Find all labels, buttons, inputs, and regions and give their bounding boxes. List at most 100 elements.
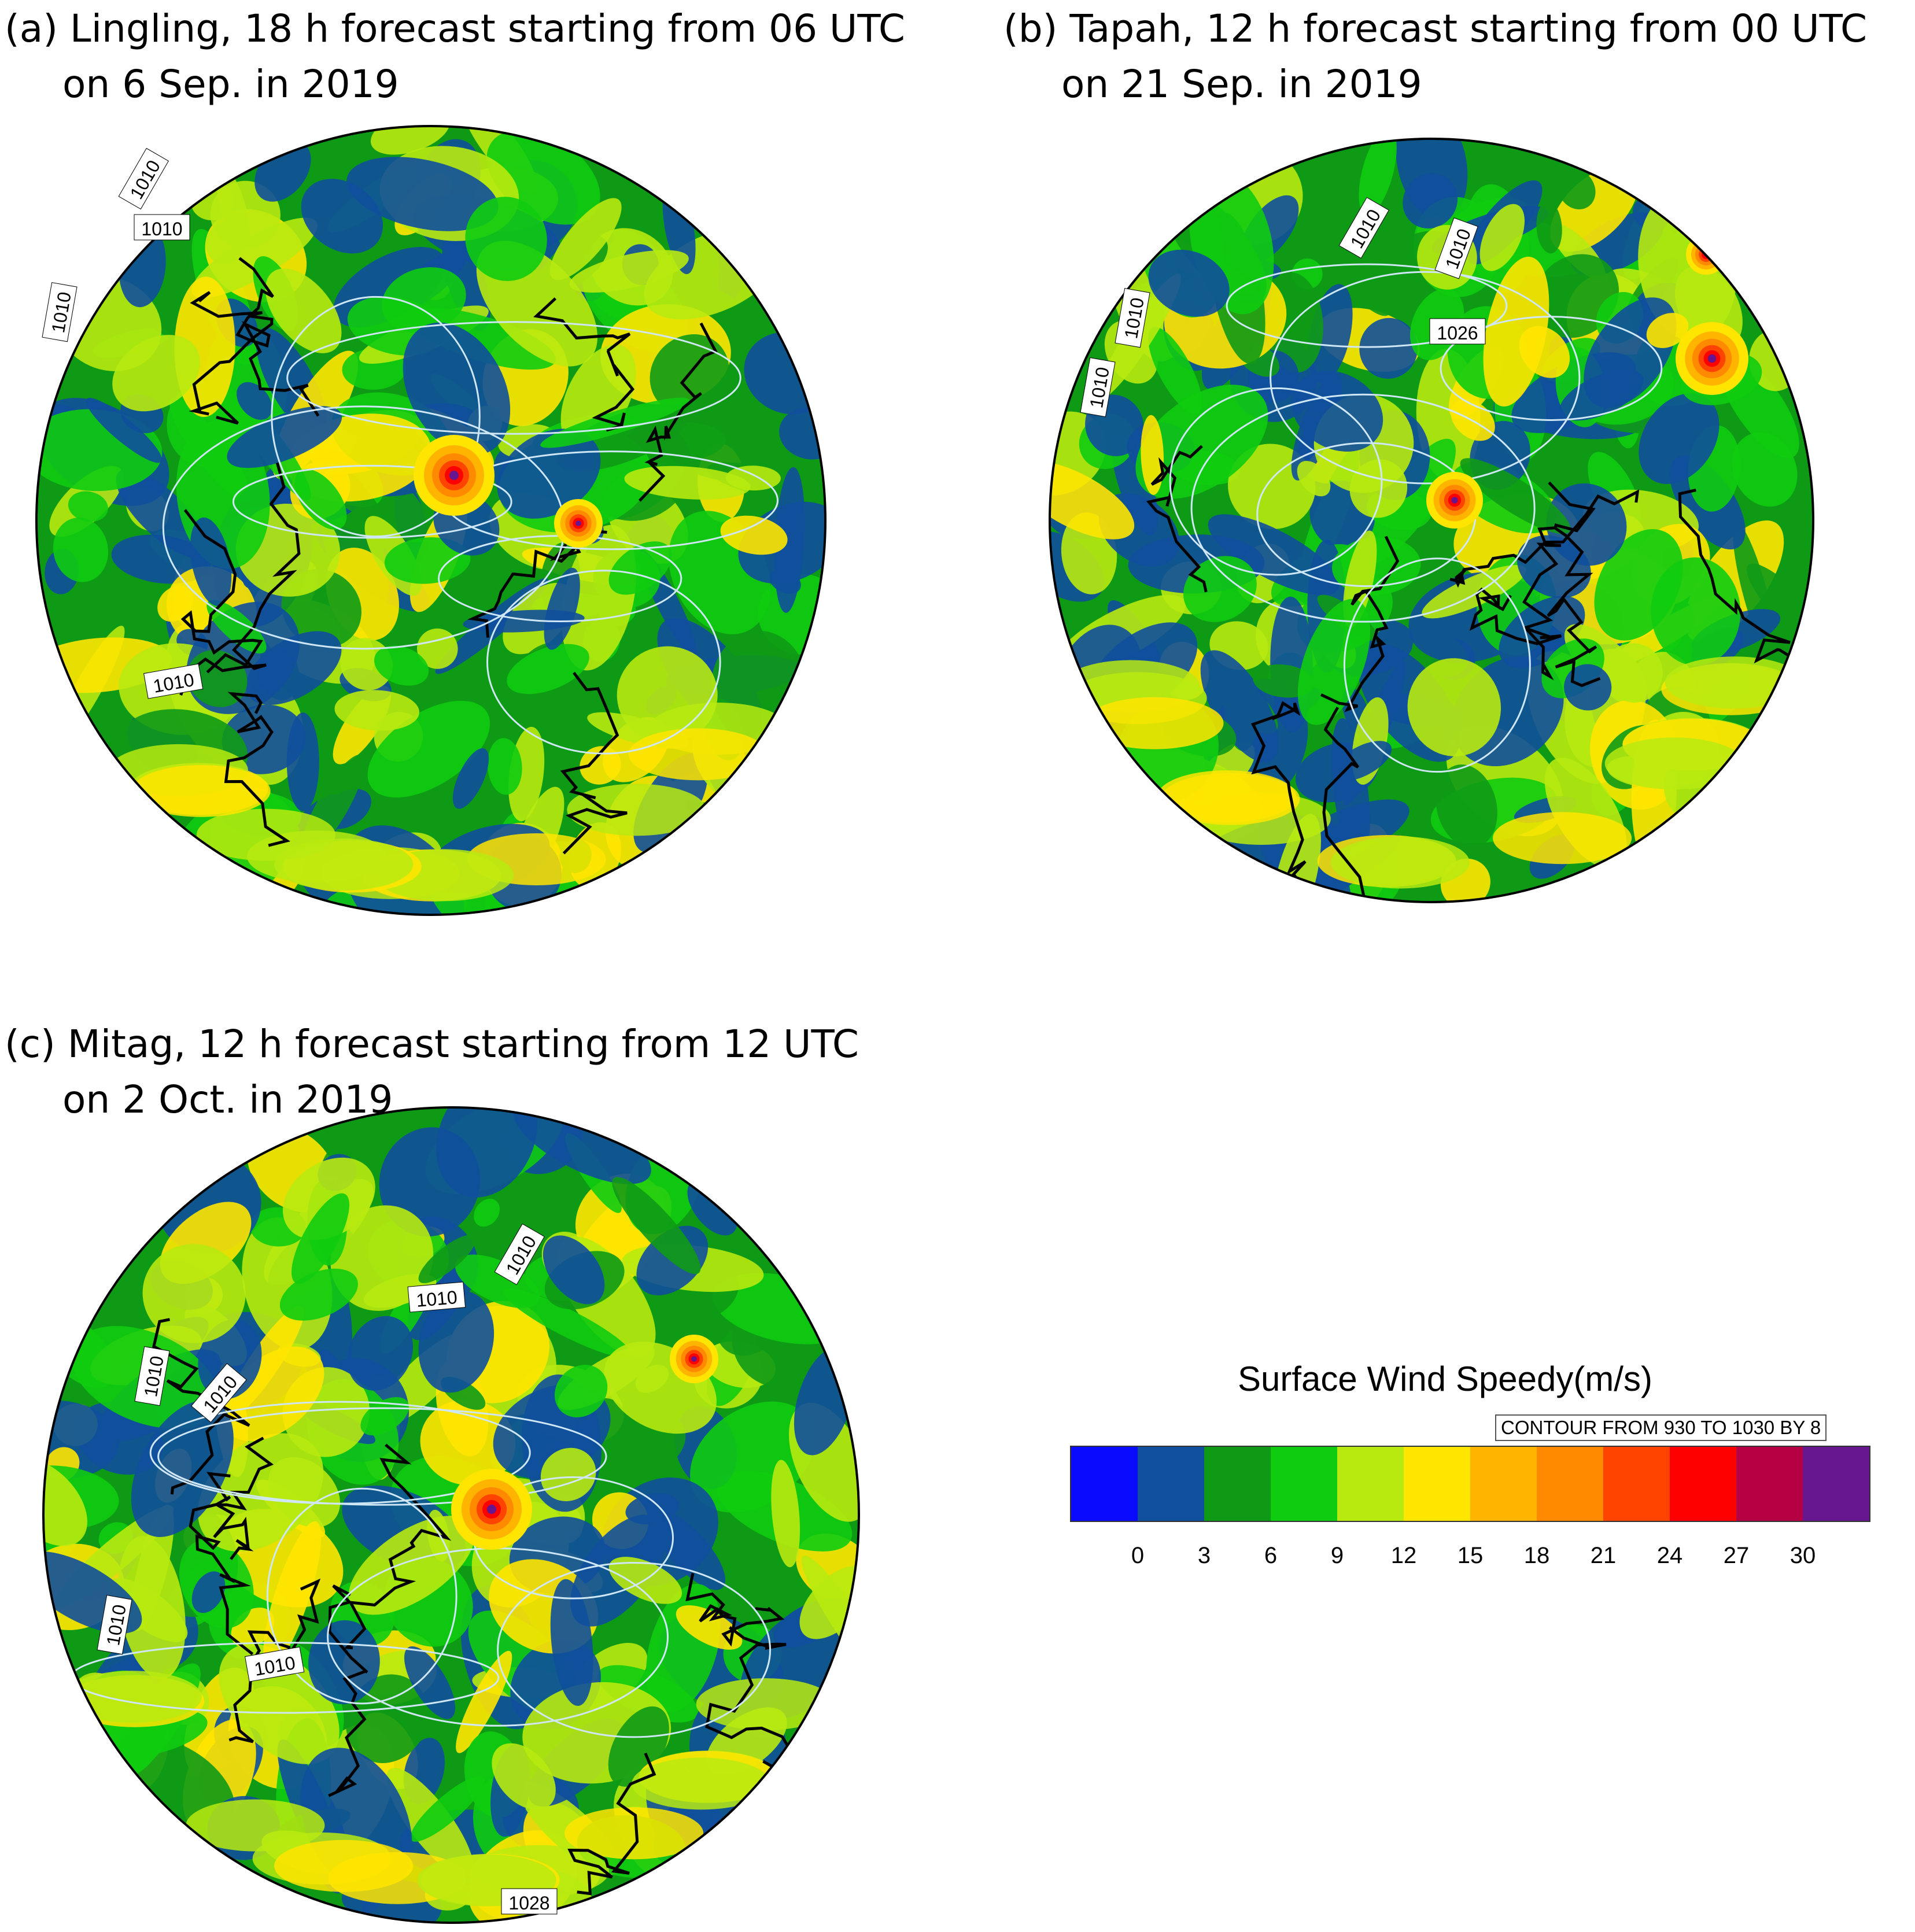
- coastline: [1320, 535, 1400, 712]
- panel-b-title-line1: (b) Tapah, 12 h forecast starting from 0…: [1003, 6, 1868, 51]
- wind-speed-patch: [1141, 415, 1164, 495]
- wind-speed-patch: [779, 408, 825, 460]
- wind-speed-patch: [1050, 461, 1135, 540]
- colorbar-tick-label: 3: [1197, 1543, 1211, 1568]
- coastline: [1522, 481, 1596, 681]
- coastline: [189, 291, 274, 425]
- colorbar-cell: [1071, 1447, 1138, 1521]
- coastline: [328, 1584, 368, 1797]
- coastline: [189, 1472, 254, 1656]
- wind-speed-patch: [53, 518, 109, 582]
- coastline: [1322, 707, 1370, 902]
- panel-b-title-line2: on 21 Sep. in 2019: [1061, 62, 1422, 106]
- colorbar-cell: [1337, 1447, 1404, 1521]
- wind-speed-patch: [116, 468, 208, 559]
- wind-speed-patch: [112, 335, 200, 412]
- wind-speed-patch: [1665, 656, 1804, 709]
- colorbar-cell: [1603, 1447, 1670, 1521]
- svg-text:1028: 1028: [508, 1893, 549, 1913]
- wind-speed-patch: [43, 1400, 119, 1479]
- wind-speed-patch: [263, 1521, 322, 1669]
- wind-speed-patch: [410, 1776, 485, 1842]
- colorbar: [1070, 1446, 1870, 1522]
- wind-speed-patch: [374, 645, 429, 686]
- coastline: [638, 322, 718, 502]
- wind-speed-patch: [567, 784, 706, 836]
- svg-text:1026: 1026: [1437, 323, 1478, 343]
- colorbar-cell: [1204, 1447, 1271, 1521]
- wind-speed-patch: [62, 1671, 202, 1723]
- svg-text:1010: 1010: [141, 219, 182, 239]
- wind-speed-patch: [345, 1674, 429, 1763]
- wind-speed-patch: [283, 1157, 375, 1240]
- colorbar-cell: [1470, 1447, 1537, 1521]
- isobar-line: [286, 321, 741, 435]
- isobar-line: [266, 1487, 457, 1705]
- colorbar-tick-label: 27: [1723, 1543, 1750, 1568]
- wind-speed-patch: [503, 1288, 632, 1358]
- coastline: [705, 1626, 797, 1771]
- colorbar-cell: [1537, 1447, 1603, 1521]
- wind-speed-patch: [308, 1620, 380, 1705]
- colorbar-cell: [1404, 1447, 1470, 1521]
- wind-speed-patch: [1407, 658, 1501, 756]
- wind-speed-patch: [191, 217, 318, 298]
- wind-speed-patch: [1747, 563, 1813, 664]
- coastline: [1449, 489, 1640, 588]
- wind-speed-patch: [632, 1757, 771, 1810]
- wind-speed-patch: [608, 541, 672, 595]
- wind-speed-patch: [554, 1365, 608, 1418]
- panel-b-title: (b) Tapah, 12 h forecast starting from 0…: [1003, 1, 1867, 112]
- wind-speed-patch: [1148, 249, 1230, 317]
- wind-speed-patch: [569, 250, 689, 293]
- panel-a-title-line2: on 6 Sep. in 2019: [62, 62, 399, 106]
- wind-speed-legend: Surface Wind Speedy(m/s) CONTOUR FROM 93…: [1070, 1359, 1891, 1602]
- coastline: [560, 671, 628, 855]
- legend-title: Surface Wind Speedy(m/s): [1238, 1360, 1652, 1398]
- wind-speed-patch: [549, 198, 622, 280]
- globe-outline: [42, 1106, 860, 1924]
- wind-speed-patch: [294, 469, 347, 530]
- wind-speed-patch: [544, 567, 580, 650]
- colorbar-tick-label: 30: [1789, 1543, 1816, 1568]
- wind-speed-patch: [131, 764, 271, 817]
- isobar-line: [1440, 316, 1663, 421]
- colorbar-cell: [1271, 1447, 1337, 1521]
- wind-speed-patch: [474, 1199, 500, 1227]
- wind-speed-patch: [1436, 764, 1497, 848]
- typhoon-center: [691, 1356, 697, 1362]
- wind-speed-patch: [1651, 557, 1741, 666]
- typhoon-center: [487, 1505, 496, 1514]
- wind-speed-patch: [487, 738, 522, 795]
- isobar-line: [232, 464, 512, 539]
- wind-speed-patch: [1291, 370, 1383, 452]
- wind-speed-patch: [543, 1235, 605, 1305]
- wind-speed-patch: [279, 1268, 358, 1321]
- coastline: [1678, 489, 1803, 666]
- wind-speed-patch: [465, 197, 547, 281]
- isobar-label: 1010: [134, 214, 190, 241]
- colorbar-cell: [1670, 1447, 1736, 1521]
- coastline: [224, 692, 291, 847]
- wind-speed-patch: [612, 1177, 701, 1275]
- wind-speed-patch: [1536, 201, 1562, 254]
- wind-speed-patch: [274, 1839, 414, 1892]
- wind-speed-patch: [346, 157, 499, 231]
- wind-speed-patch: [286, 712, 319, 811]
- wind-speed-patch: [157, 586, 193, 622]
- wind-speed-patch: [1546, 483, 1627, 566]
- coastline: [1250, 701, 1307, 878]
- coastline: [179, 462, 301, 696]
- coastline: [1469, 587, 1562, 645]
- wind-speed-patch: [68, 491, 108, 522]
- wind-speed-patch: [1183, 556, 1257, 622]
- wind-speed-patch: [1558, 169, 1596, 210]
- isobar-label: 1026: [1429, 318, 1486, 345]
- isobar-line: [486, 570, 721, 755]
- typhoon-center: [1451, 497, 1458, 504]
- typhoon-center: [449, 471, 459, 480]
- wind-speed-patch: [227, 406, 342, 468]
- wind-speed-patch: [382, 267, 466, 333]
